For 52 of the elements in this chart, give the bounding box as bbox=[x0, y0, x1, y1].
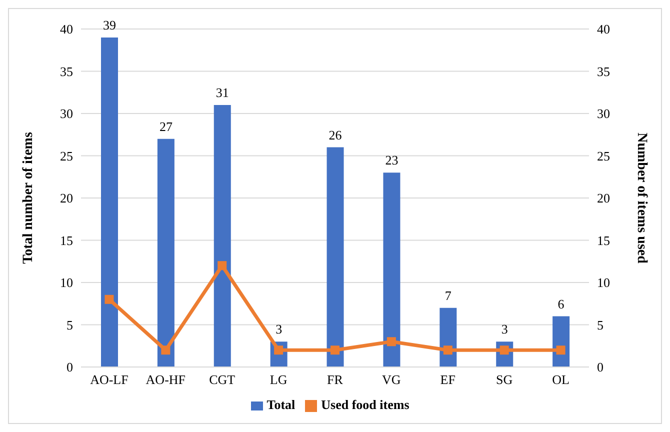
y-axis-title: Total number of items bbox=[20, 132, 36, 264]
legend-label: Total bbox=[266, 397, 296, 412]
y-tick-label: 5 bbox=[66, 317, 73, 332]
y-tick-label: 25 bbox=[60, 148, 73, 164]
data-label: 6 bbox=[558, 296, 565, 312]
point bbox=[104, 294, 114, 304]
y2-tick-label: 15 bbox=[597, 232, 610, 248]
y2-tick-label: 30 bbox=[597, 106, 610, 122]
y-tick-label: 15 bbox=[60, 232, 73, 248]
bar bbox=[157, 138, 174, 367]
point bbox=[443, 346, 452, 355]
y2-tick-label: 5 bbox=[597, 317, 604, 332]
x-tick-label: EF bbox=[440, 372, 456, 388]
y2-tick-label: 40 bbox=[597, 22, 610, 37]
x-tick-label: OL bbox=[552, 372, 570, 388]
bar bbox=[214, 105, 231, 367]
x-tick-label: CGT bbox=[209, 372, 236, 388]
x-tick-label: AO-LF bbox=[90, 372, 128, 388]
point bbox=[330, 346, 340, 355]
data-label: 3 bbox=[276, 322, 282, 337]
bar bbox=[383, 172, 400, 367]
legend-label: Used food items bbox=[321, 397, 410, 412]
x-tick-label: AO-HF bbox=[146, 372, 186, 388]
data-label: 7 bbox=[444, 288, 452, 303]
data-label: 27 bbox=[159, 118, 173, 134]
y-tick-label: 40 bbox=[60, 22, 73, 37]
y2-axis-title: Number of items used bbox=[634, 132, 650, 264]
point bbox=[218, 261, 227, 270]
data-label: 3 bbox=[501, 322, 508, 337]
point bbox=[556, 346, 566, 355]
x-tick-label: FR bbox=[327, 372, 344, 388]
y2-tick-label: 25 bbox=[597, 148, 610, 164]
y2-tick-label: 10 bbox=[597, 275, 610, 290]
data-label: 31 bbox=[216, 85, 229, 100]
y-tick-label: 30 bbox=[60, 106, 73, 122]
y-tick-label: 0 bbox=[66, 360, 73, 375]
y2-tick-label: 20 bbox=[597, 190, 610, 206]
x-tick-label: VG bbox=[382, 372, 401, 388]
point bbox=[161, 346, 170, 355]
point bbox=[386, 337, 396, 346]
y2-tick-label: 35 bbox=[597, 64, 610, 79]
y-tick-label: 35 bbox=[60, 64, 73, 79]
bar bbox=[326, 147, 344, 367]
bar bbox=[101, 37, 118, 367]
data-label: 23 bbox=[385, 152, 398, 168]
data-label: 26 bbox=[328, 127, 342, 142]
y-tick-label: 10 bbox=[60, 275, 73, 290]
data-label: 39 bbox=[103, 17, 116, 32]
y-tick-label: 20 bbox=[60, 190, 73, 206]
y2-tick-label: 0 bbox=[597, 360, 604, 375]
x-tick-label: LG bbox=[270, 372, 288, 388]
x-tick-label: SG bbox=[496, 372, 513, 388]
